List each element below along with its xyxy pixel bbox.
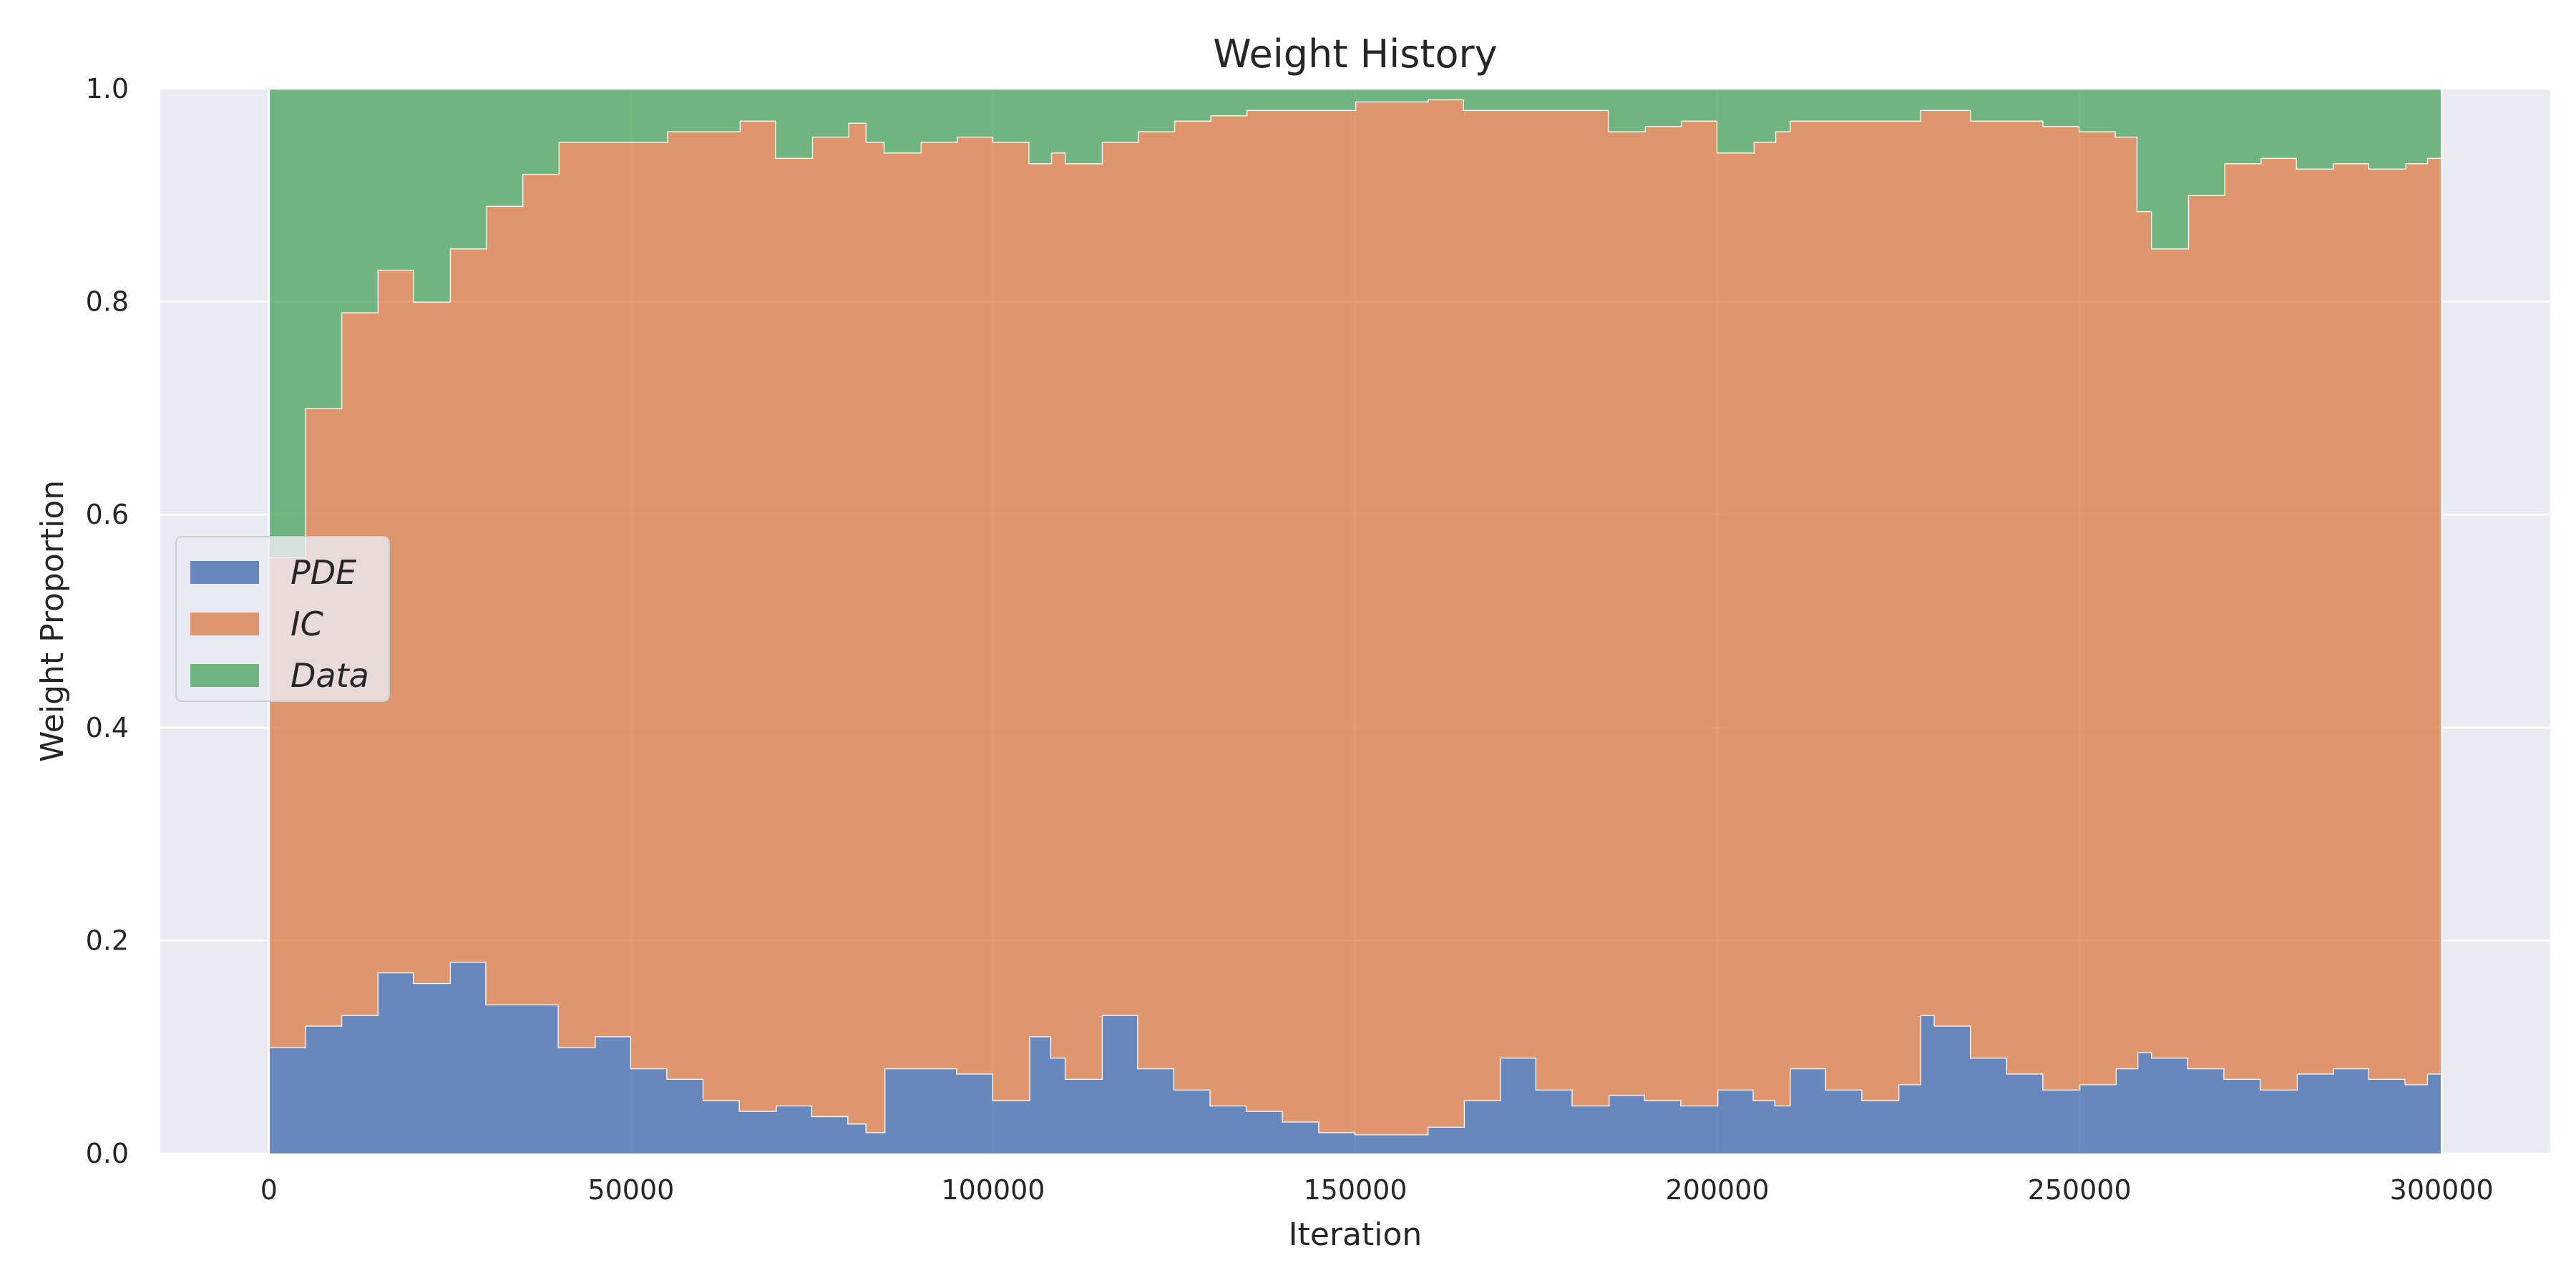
x-tick-label-4: 200000 — [1666, 1174, 1770, 1206]
x-tick-label-6: 300000 — [2390, 1174, 2494, 1206]
legend-label-ic: IC — [291, 605, 323, 643]
legend-swatch-ic — [190, 613, 259, 635]
x-tick-label-5: 250000 — [2028, 1174, 2132, 1206]
legend-swatch-data — [190, 664, 259, 687]
y-tick-label-5: 1.0 — [86, 73, 129, 104]
x-tick-label-3: 150000 — [1303, 1174, 1407, 1206]
legend: PDE IC Data — [175, 536, 390, 702]
x-axis-label: Iteration — [1289, 1216, 1423, 1253]
y-tick-label-4: 0.8 — [86, 286, 129, 318]
series-area-data — [268, 89, 2442, 557]
legend-label-pde: PDE — [291, 553, 356, 592]
x-tick-label-2: 100000 — [941, 1174, 1045, 1206]
y-tick-label-1: 0.2 — [86, 924, 129, 956]
legend-swatch-pde — [190, 561, 259, 584]
y-tick-label-2: 0.4 — [86, 712, 129, 743]
series-area-ic — [268, 99, 2442, 1135]
y-axis-label: Weight Proportion — [34, 480, 71, 762]
y-tick-label-3: 0.6 — [86, 499, 129, 530]
legend-label-data: Data — [291, 656, 369, 695]
y-tick-label-0: 0.0 — [86, 1138, 129, 1169]
x-tick-label-0: 0 — [260, 1174, 278, 1206]
axis-ticks: 0 50000 100000 150000 200000 250000 300000 0.0 0… — [86, 73, 2494, 1206]
stacked-areas — [268, 87, 2443, 1153]
chart-title: Weight History — [1213, 31, 1497, 77]
x-tick-label-1: 50000 — [587, 1174, 674, 1206]
